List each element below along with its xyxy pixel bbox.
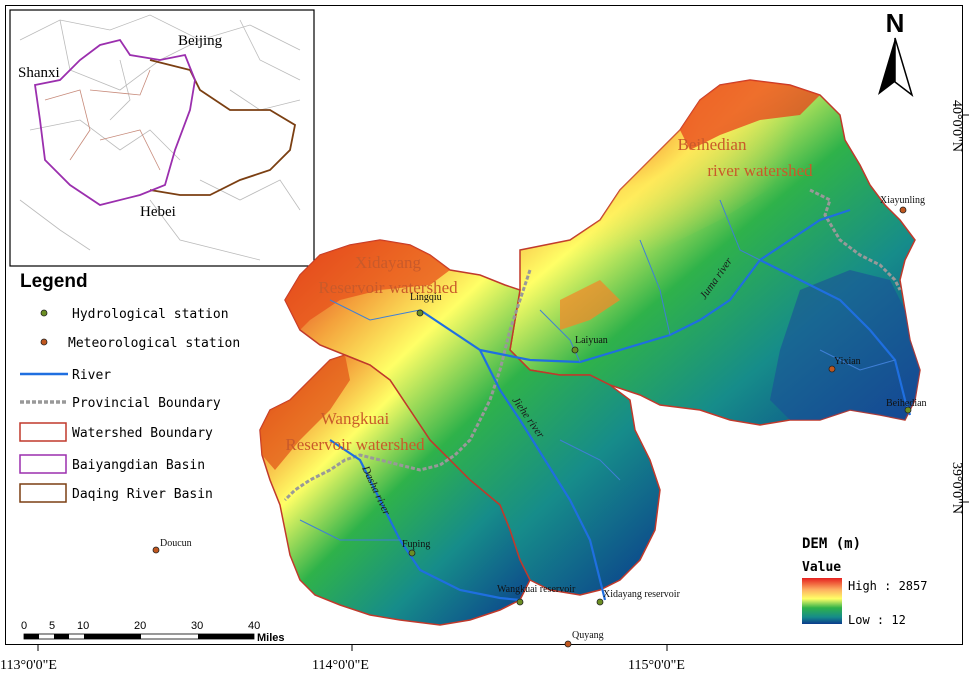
label-wangkuai-1: Wangkuai (321, 409, 390, 428)
met-station-icon (40, 338, 48, 346)
met-station-icon (564, 640, 572, 648)
scale-tick-20: 20 (134, 620, 146, 632)
station-lingqiu: Lingqiu (410, 292, 442, 303)
met-station-icon (152, 546, 160, 554)
lat-label-40: 40°0'0"N (949, 100, 964, 152)
dem-title: DEM (m) (802, 536, 861, 552)
inset-baiyangdian-basin (33, 38, 196, 206)
inset-inner-lines (44, 69, 161, 171)
met-stations: Xiayunling Yixian Doucun Quyang (152, 195, 925, 648)
inset-map: Beijing Shanxi Hebei (9, 9, 315, 267)
legend-item-met: Meteorological station (68, 336, 240, 351)
juma-river (479, 208, 851, 364)
legend-item-hydro: Hydrological station (72, 307, 229, 322)
hydro-station-icon (416, 309, 424, 317)
legend-title: Legend (20, 271, 88, 292)
baiyangdian-basin-icon (19, 454, 67, 474)
jiehe-river (419, 309, 607, 601)
dem-study-area (259, 79, 921, 626)
provincial-boundary-line (283, 188, 902, 502)
station-doucun: Doucun (160, 538, 192, 549)
hydro-station-icon (596, 598, 604, 606)
label-beihedian-1: Beihedian (678, 135, 747, 154)
legend-item-daqing: Daqing River Basin (72, 487, 213, 502)
juma-river-lower (759, 259, 912, 416)
scale-tick-0: 0 (21, 620, 27, 632)
lon-label-113: 113°0'0"E (0, 658, 57, 673)
dem-high-label: High : 2857 (848, 579, 927, 593)
station-beihedian: Beihedian (886, 398, 927, 409)
legend-item-watershed: Watershed Boundary (72, 426, 213, 441)
watershed-boundary-icon (19, 422, 67, 442)
dem-legend: DEM (m) Value High : 2857 Low : 12 (802, 536, 927, 627)
station-xidayang-reservoir: Xidayang reservoir (603, 589, 681, 600)
station-xiayunling: Xiayunling (880, 195, 925, 206)
scale-unit: Miles (257, 632, 285, 644)
hydro-station-icon (516, 598, 524, 606)
inset-label-shanxi: Shanxi (18, 65, 60, 81)
dem-value-label: Value (802, 560, 841, 575)
scale-tick-30: 30 (191, 620, 203, 632)
station-wangkuai-reservoir: Wangkuai reservoir (497, 584, 576, 595)
label-wangkuai-2: Reservoir watershed (285, 435, 425, 454)
map-frame (5, 5, 963, 645)
watershed-labels: Beihedian river watershed Xidayang Reser… (285, 135, 813, 454)
graticule-labels: 40°0'0"N 39°0'0"N 113°0'0"E 114°0'0"E 11… (0, 100, 964, 673)
river-tributaries (299, 199, 896, 541)
scale-tick-5: 5 (49, 620, 55, 632)
inset-label-hebei: Hebei (140, 204, 176, 220)
dem-low-area (770, 270, 920, 420)
legend-item-river: River (72, 368, 111, 383)
lat-label-39: 39°0'0"N (949, 462, 964, 514)
met-station-icon (899, 206, 907, 214)
dem-high-fringes (260, 80, 820, 470)
hydro-station-icon (571, 346, 579, 354)
station-yixian: Yixian (834, 356, 861, 367)
label-beihedian-2: river watershed (707, 161, 813, 180)
legend-item-baiyangdian: Baiyangdian Basin (72, 458, 205, 473)
hydro-station-icon (40, 309, 48, 317)
legend: Legend Hydrological station Meteorologic… (19, 271, 240, 503)
scale-bar: 0 5 10 20 30 40 Miles (21, 620, 285, 644)
scale-tick-40: 40 (248, 620, 260, 632)
station-quyang: Quyang (572, 630, 604, 641)
hydro-station-icon (408, 549, 416, 557)
legend-item-provincial: Provincial Boundary (72, 396, 221, 411)
north-arrow-icon: N (878, 8, 914, 97)
dem-low-label: Low : 12 (848, 613, 906, 627)
met-station-icon (828, 365, 836, 373)
scale-tick-10: 10 (77, 620, 89, 632)
station-laiyuan: Laiyuan (575, 335, 608, 346)
daqing-basin-icon (19, 483, 67, 503)
graticule-ticks (37, 114, 969, 651)
north-label: N (886, 8, 905, 38)
hydro-stations: Lingqiu Laiyuan Fuping Beihedian Wangkua… (402, 292, 927, 606)
dem-color-ramp (802, 578, 842, 624)
beihedian-ridge-shade (520, 80, 845, 300)
station-fuping: Fuping (402, 539, 430, 550)
inset-label-beijing: Beijing (178, 33, 223, 49)
hydro-station-icon (904, 406, 912, 414)
label-xidayang-1: Xidayang (355, 253, 422, 272)
lon-label-114: 114°0'0"E (312, 658, 369, 673)
label-xidayang-2: Reservoir watershed (318, 278, 458, 297)
lon-label-115: 115°0'0"E (628, 658, 685, 673)
inset-daqing-basin (149, 59, 297, 196)
